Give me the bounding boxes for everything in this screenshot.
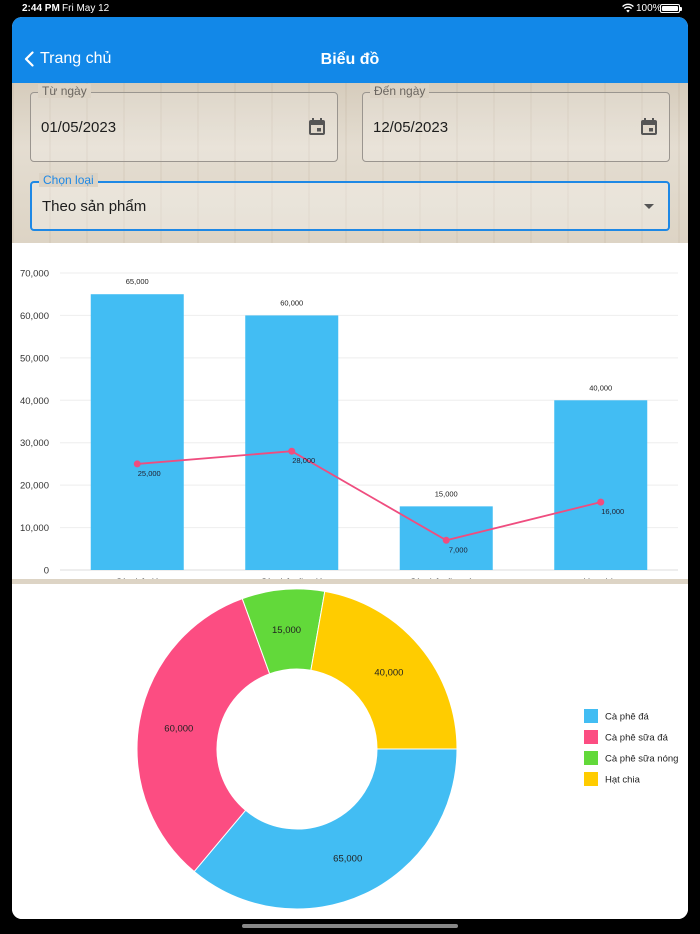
- line-point[interactable]: [288, 447, 296, 455]
- battery-icon: [660, 4, 682, 13]
- type-select-value: Theo sản phẩm: [42, 198, 147, 215]
- legend-label: Cà phê đá: [605, 712, 650, 723]
- y-tick-label: 60,000: [20, 311, 49, 322]
- to-date-value: 12/05/2023: [373, 119, 449, 136]
- y-tick-label: 20,000: [20, 481, 49, 492]
- status-date: Fri May 12: [62, 3, 110, 14]
- legend-swatch: [584, 751, 598, 765]
- calendar-icon[interactable]: [639, 117, 659, 142]
- type-select[interactable]: Chọn loại Theo sản phẩm: [30, 173, 670, 231]
- y-tick-label: 30,000: [20, 438, 49, 449]
- status-bar: 2:44 PM Fri May 12 100%: [0, 0, 700, 18]
- donut-slice[interactable]: [136, 598, 271, 873]
- line-series: [137, 450, 601, 542]
- line-value-label: 7,000: [449, 545, 468, 554]
- legend-label: Cà phê sữa nóng: [605, 754, 678, 765]
- donut-slice[interactable]: [310, 590, 458, 750]
- battery-percent: 100%: [636, 3, 662, 14]
- bar[interactable]: [554, 400, 648, 570]
- chevron-left-icon: [24, 51, 34, 67]
- slice-value-label: 60,000: [164, 724, 193, 735]
- bar-value-label: 40,000: [589, 383, 612, 392]
- filter-panel: Từ ngày 01/05/2023 Đến ngày 12/05/2023 C…: [12, 83, 688, 243]
- legend-swatch: [584, 709, 598, 723]
- y-tick-label: 40,000: [20, 396, 49, 407]
- line-value-label: 28,000: [292, 456, 315, 465]
- back-button[interactable]: Trang chủ: [24, 50, 111, 68]
- page-title: Biểu đồ: [320, 51, 380, 68]
- section-divider: [12, 579, 688, 584]
- home-indicator: [242, 924, 458, 928]
- legend-label: Hạt chia: [605, 775, 641, 786]
- y-tick-label: 0: [44, 566, 49, 577]
- donut-chart-svg: 65,000 60,000 15,000 40,000 Cà phê đá Cà phê …: [136, 588, 678, 910]
- line-value-label: 25,000: [138, 469, 161, 478]
- slice-value-label: 15,000: [272, 625, 301, 636]
- legend-swatch: [584, 730, 598, 744]
- line-point[interactable]: [133, 460, 141, 468]
- bar-chart-svg: 0 10,000 20,000 30,000 40,000 50,000 60,000 70,…: [20, 269, 678, 588]
- from-date-field[interactable]: Từ ngày 01/05/2023: [30, 84, 338, 162]
- line-value-label: 16,000: [601, 507, 624, 516]
- status-time: 2:44 PM: [22, 3, 60, 14]
- from-date-label: Từ ngày: [38, 84, 91, 98]
- y-tick-label: 50,000: [20, 353, 49, 364]
- dropdown-arrow-icon: [644, 204, 654, 209]
- bar[interactable]: [90, 294, 184, 570]
- line-point[interactable]: [442, 536, 450, 544]
- line-point[interactable]: [597, 498, 605, 506]
- navigation-bar: Trang chủ Biểu đồ: [12, 17, 688, 83]
- bar-chart: 0 10,000 20,000 30,000 40,000 50,000 60,000 70,…: [12, 243, 688, 588]
- bar-value-label: 65,000: [126, 277, 149, 286]
- legend-swatch: [584, 772, 598, 786]
- y-tick-label: 10,000: [20, 523, 49, 534]
- donut-slice[interactable]: [193, 748, 458, 910]
- from-date-value: 01/05/2023: [41, 119, 117, 136]
- slice-value-label: 65,000: [333, 853, 362, 864]
- bar-value-label: 60,000: [280, 298, 303, 307]
- app-window: Trang chủ Biểu đồ Từ ngày 01/05/2023 Đến…: [12, 17, 688, 919]
- calendar-icon[interactable]: [307, 117, 327, 142]
- type-select-label: Chọn loại: [39, 173, 98, 187]
- wifi-icon: [622, 3, 634, 16]
- to-date-label: Đến ngày: [370, 84, 430, 98]
- slice-value-label: 40,000: [374, 667, 403, 678]
- bar-value-label: 15,000: [435, 489, 458, 498]
- bar[interactable]: [245, 315, 339, 570]
- y-tick-label: 70,000: [20, 269, 49, 280]
- legend-label: Cà phê sữa đá: [605, 733, 669, 744]
- to-date-field[interactable]: Đến ngày 12/05/2023: [362, 84, 670, 162]
- donut-chart: 65,000 60,000 15,000 40,000 Cà phê đá Cà phê …: [12, 584, 688, 919]
- back-button-label: Trang chủ: [40, 50, 112, 67]
